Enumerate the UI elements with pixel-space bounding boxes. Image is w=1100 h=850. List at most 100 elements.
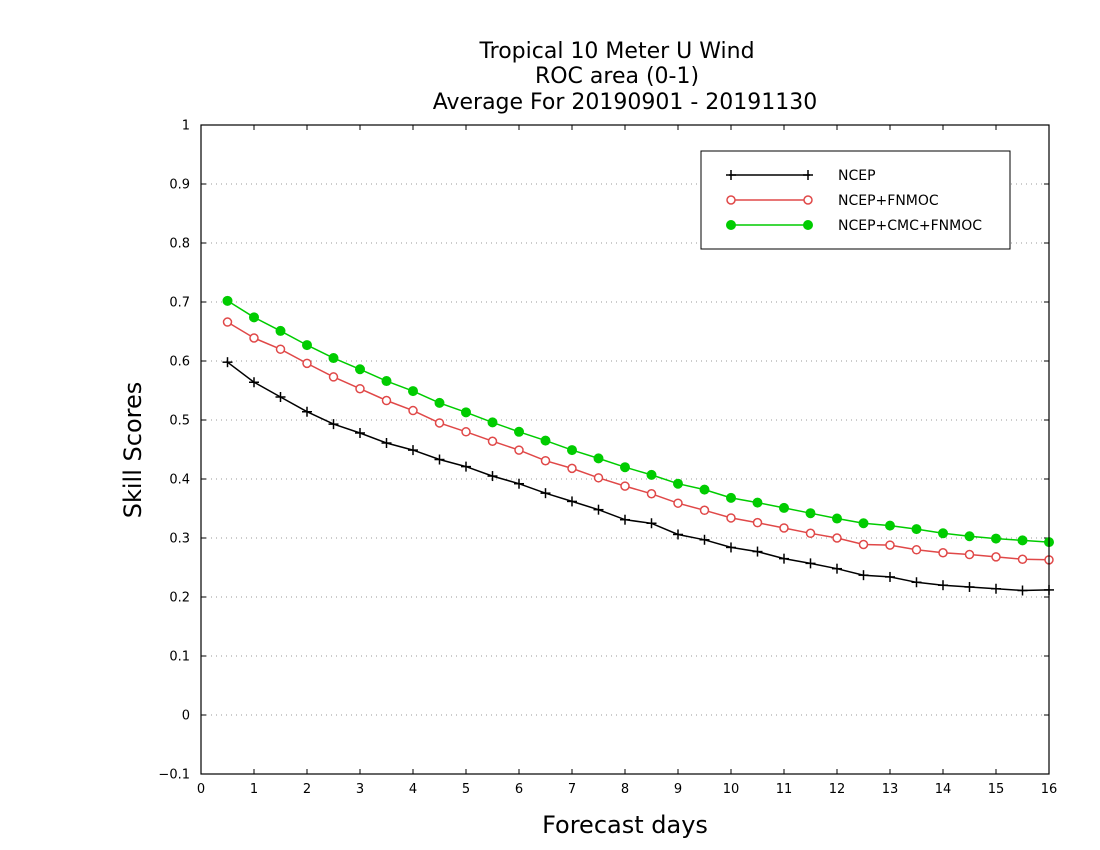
data-point-ncep-cmc-fnmoc [381, 376, 392, 387]
legend-marker-ncep [726, 170, 736, 180]
data-point-ncep-fnmoc [752, 517, 763, 528]
data-point-ncep-cmc-fnmoc [673, 478, 683, 489]
data-point-ncep [832, 563, 842, 574]
data-point-ncep [222, 357, 233, 368]
x-tick-label: 4 [409, 782, 417, 797]
data-point-ncep-cmc-fnmoc [964, 531, 975, 542]
y-tick-label: 0 [182, 709, 190, 724]
x-tick-label: 6 [515, 782, 523, 797]
data-point-ncep-cmc-fnmoc [779, 502, 789, 513]
legend-marker-ncep-cmc-fnmoc [726, 220, 736, 230]
data-point-ncep [514, 478, 524, 489]
legend-marker-ncep-fnmoc [803, 195, 813, 205]
data-point-ncep [991, 583, 1001, 594]
data-point-ncep-cmc-fnmoc [514, 426, 524, 437]
data-point-ncep-fnmoc [328, 372, 339, 382]
legend-label-ncep: NCEP [838, 168, 876, 184]
data-point-ncep [938, 580, 948, 591]
legend-label-ncep-fnmoc: NCEP+FNMOC [838, 193, 939, 209]
data-point-ncep [302, 406, 312, 417]
data-point-ncep-fnmoc [779, 523, 789, 533]
legend-marker-ncep-cmc-fnmoc [803, 220, 813, 230]
data-point-ncep-fnmoc [567, 463, 577, 474]
data-point-ncep-cmc-fnmoc [699, 484, 710, 495]
y-tick-label: 0.5 [169, 414, 190, 429]
data-point-ncep [885, 571, 895, 582]
data-point-ncep-cmc-fnmoc [487, 417, 498, 428]
y-tick-label: 0.4 [169, 473, 190, 488]
legend-label-ncep-cmc-fnmoc: NCEP+CMC+FNMOC [838, 218, 982, 234]
y-tick-label: −0.1 [158, 768, 190, 783]
data-point-ncep-fnmoc [514, 445, 524, 455]
chart-title-line-3: Average For 20190901 - 20191130 [433, 90, 818, 115]
data-point-ncep-cmc-fnmoc [302, 340, 312, 351]
legend-marker-ncep-fnmoc [726, 195, 736, 205]
data-point-ncep [487, 471, 498, 482]
data-point-ncep-cmc-fnmoc [434, 397, 445, 408]
data-point-ncep [673, 529, 683, 540]
x-tick-label: 2 [303, 782, 311, 797]
data-point-ncep [1017, 585, 1028, 596]
data-point-ncep [355, 427, 365, 438]
data-point-ncep-cmc-fnmoc [938, 528, 948, 539]
data-point-ncep-fnmoc [249, 333, 259, 343]
x-tick-label: 5 [462, 782, 470, 797]
data-point-ncep-cmc-fnmoc [832, 513, 842, 524]
plot-frame [200, 124, 1050, 775]
x-tick-label: 10 [723, 782, 740, 797]
x-tick-label: 11 [776, 782, 793, 797]
data-point-ncep-fnmoc [858, 539, 869, 550]
data-point-ncep [434, 454, 445, 465]
y-tick-label: 0.2 [169, 591, 190, 606]
data-point-ncep-fnmoc [275, 344, 286, 354]
gridlines [201, 183, 1049, 716]
data-point-ncep-cmc-fnmoc [620, 462, 630, 473]
x-tick-label: 14 [935, 782, 952, 797]
data-point-ncep-fnmoc [646, 489, 657, 499]
data-point-ncep-cmc-fnmoc [249, 312, 259, 323]
data-point-ncep-fnmoc [1017, 554, 1028, 564]
x-tick-label: 0 [197, 782, 205, 797]
data-point-ncep-cmc-fnmoc [355, 364, 365, 375]
x-tick-label: 1 [250, 782, 258, 797]
series-group [222, 295, 1054, 596]
data-point-ncep-fnmoc [355, 383, 365, 394]
data-point-ncep-fnmoc [222, 317, 233, 327]
y-tick-label: 0.7 [169, 296, 190, 311]
data-point-ncep [620, 514, 630, 525]
data-point-ncep-cmc-fnmoc [328, 353, 339, 364]
data-point-ncep-fnmoc [938, 548, 948, 558]
data-point-ncep-fnmoc [726, 513, 736, 523]
data-point-ncep-cmc-fnmoc [885, 520, 895, 531]
data-point-ncep [275, 391, 286, 402]
y-tick-label: 0.8 [169, 237, 190, 252]
data-point-ncep [752, 546, 763, 557]
data-point-ncep [328, 419, 339, 430]
data-point-ncep-cmc-fnmoc [222, 295, 233, 306]
data-point-ncep-cmc-fnmoc [593, 453, 604, 464]
data-point-ncep-cmc-fnmoc [408, 386, 418, 397]
data-point-ncep-cmc-fnmoc [858, 518, 869, 529]
data-point-ncep [726, 542, 736, 553]
chart-title-line-2: ROC area (0-1) [535, 64, 699, 89]
x-tick-label: 7 [568, 782, 576, 797]
data-point-ncep-cmc-fnmoc [1017, 535, 1028, 546]
data-point-ncep [249, 377, 259, 388]
x-tick-label: 12 [829, 782, 846, 797]
data-point-ncep-cmc-fnmoc [911, 524, 922, 535]
data-point-ncep-cmc-fnmoc [991, 533, 1001, 544]
chart-title-line-1: Tropical 10 Meter U Wind [478, 39, 754, 64]
axes: −0.100.10.20.30.40.50.60.70.80.910 1 2 3 4 5 6… [158, 119, 1057, 798]
y-tick-label: 0.6 [169, 355, 190, 370]
data-point-ncep-fnmoc [381, 395, 392, 406]
data-point-ncep-fnmoc [991, 552, 1001, 562]
data-point-ncep-fnmoc [911, 545, 922, 555]
data-point-ncep-fnmoc [408, 405, 418, 416]
legend: NCEP NCEP+FNMOC NCEP+CMC+FNMOC [700, 150, 1011, 250]
data-point-ncep-cmc-fnmoc [567, 445, 577, 456]
y-tick-label: 0.1 [169, 650, 190, 665]
chart-titles: Tropical 10 Meter U Wind ROC area (0-1) … [433, 39, 818, 115]
series-line-ncep-cmc-fnmoc [227, 300, 1050, 543]
data-point-ncep-fnmoc [461, 427, 471, 437]
